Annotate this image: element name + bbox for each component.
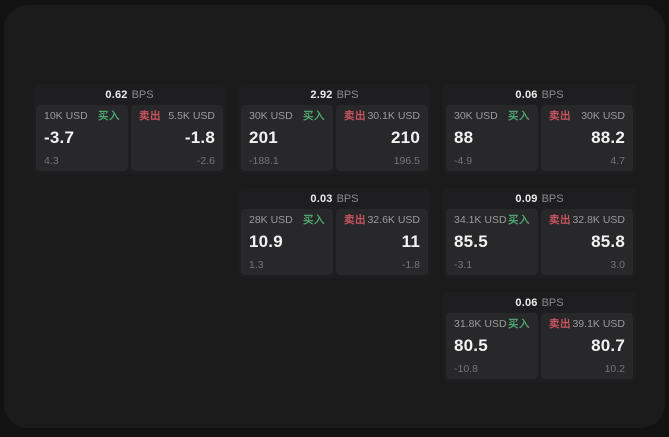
buy-panel[interactable]: 31.8K USD 买入 80.5 -10.8 (446, 313, 538, 379)
buy-price: 201 (249, 128, 278, 148)
buy-size: 30K USD (454, 110, 498, 122)
sell-panel[interactable]: 卖出 32.8K USD 85.8 3.0 (541, 209, 633, 275)
sell-panel[interactable]: 卖出 30.1K USD 210 196.5 (336, 105, 428, 171)
sell-size: 30K USD (581, 110, 625, 122)
quote-card: 0.06 BPS 31.8K USD 买入 80.5 -10.8 卖出 39.1… (443, 292, 636, 382)
sell-label: 卖出 (139, 110, 161, 122)
sell-price: 80.7 (591, 336, 625, 356)
buy-delta: -10.8 (454, 362, 478, 375)
buy-panel[interactable]: 34.1K USD 买入 85.5 -3.1 (446, 209, 538, 275)
bps-value: 0.03 (310, 192, 333, 205)
quote-card: 0.03 BPS 28K USD 买入 10.9 1.3 卖出 32.6K US… (238, 188, 431, 278)
buy-size: 10K USD (44, 110, 88, 122)
sell-label: 卖出 (549, 214, 571, 226)
buy-size: 28K USD (249, 214, 293, 226)
bps-value: 0.09 (515, 192, 538, 205)
panels: 30K USD 买入 88 -4.9 卖出 30K USD 88.2 4.7 (443, 105, 636, 174)
buy-size: 34.1K USD (454, 214, 507, 226)
sell-size: 32.8K USD (572, 214, 625, 226)
quote-card: 0.06 BPS 30K USD 买入 88 -4.9 卖出 30K USD 8… (443, 84, 636, 174)
sell-size: 5.5K USD (168, 110, 215, 122)
panels: 10K USD 买入 -3.7 4.3 卖出 5.5K USD -1.8 -2.… (33, 105, 226, 174)
card-header: 0.09 BPS (443, 188, 636, 209)
sell-size: 32.6K USD (367, 214, 420, 226)
card-header: 0.62 BPS (33, 84, 226, 105)
panels: 30K USD 买入 201 -188.1 卖出 30.1K USD 210 1… (238, 105, 431, 174)
sell-label: 卖出 (344, 214, 366, 226)
sell-delta: -1.8 (401, 258, 420, 271)
buy-delta: -4.9 (454, 154, 473, 167)
sell-size: 30.1K USD (367, 110, 420, 122)
sell-delta: 3.0 (610, 258, 625, 271)
sell-price: -1.8 (184, 128, 215, 148)
sell-label: 卖出 (549, 110, 571, 122)
sell-panel[interactable]: 卖出 32.6K USD 11 -1.8 (336, 209, 428, 275)
buy-panel[interactable]: 28K USD 买入 10.9 1.3 (241, 209, 333, 275)
buy-delta: -3.1 (454, 258, 473, 271)
buy-delta: -188.1 (249, 154, 279, 167)
bps-unit: BPS (541, 192, 564, 205)
buy-price: 10.9 (249, 232, 283, 252)
buy-delta: 4.3 (44, 154, 59, 167)
sell-delta: 196.5 (393, 154, 420, 167)
sell-panel[interactable]: 卖出 5.5K USD -1.8 -2.6 (131, 105, 223, 171)
buy-price: 88 (454, 128, 474, 148)
bps-unit: BPS (131, 88, 154, 101)
card-header: 0.06 BPS (443, 292, 636, 313)
sell-delta: 4.7 (610, 154, 625, 167)
buy-price: 80.5 (454, 336, 488, 356)
sell-label: 卖出 (549, 318, 571, 330)
buy-label: 买入 (508, 110, 530, 122)
sell-label: 卖出 (344, 110, 366, 122)
panels: 34.1K USD 买入 85.5 -3.1 卖出 32.8K USD 85.8… (443, 209, 636, 278)
buy-size: 30K USD (249, 110, 293, 122)
buy-label: 买入 (303, 214, 325, 226)
bps-value: 0.06 (515, 88, 538, 101)
sell-delta: 10.2 (604, 362, 625, 375)
bps-unit: BPS (336, 88, 359, 101)
quote-card: 0.09 BPS 34.1K USD 买入 85.5 -3.1 卖出 32.8K… (443, 188, 636, 278)
sell-price: 11 (401, 232, 420, 252)
bps-value: 0.62 (105, 88, 128, 101)
quote-card: 2.92 BPS 30K USD 买入 201 -188.1 卖出 30.1K … (238, 84, 431, 174)
bps-value: 0.06 (515, 296, 538, 309)
buy-panel[interactable]: 30K USD 买入 201 -188.1 (241, 105, 333, 171)
buy-delta: 1.3 (249, 258, 264, 271)
buy-price: 85.5 (454, 232, 488, 252)
sell-price: 210 (391, 128, 420, 148)
sell-panel[interactable]: 卖出 30K USD 88.2 4.7 (541, 105, 633, 171)
sell-size: 39.1K USD (572, 318, 625, 330)
buy-size: 31.8K USD (454, 318, 507, 330)
sell-price: 85.8 (591, 232, 625, 252)
bps-value: 2.92 (310, 88, 333, 101)
buy-label: 买入 (508, 318, 530, 330)
card-header: 0.03 BPS (238, 188, 431, 209)
quote-card: 0.62 BPS 10K USD 买入 -3.7 4.3 卖出 5.5K USD… (33, 84, 226, 174)
card-header: 0.06 BPS (443, 84, 636, 105)
sell-price: 88.2 (591, 128, 625, 148)
buy-price: -3.7 (44, 128, 75, 148)
buy-label: 买入 (303, 110, 325, 122)
bps-unit: BPS (336, 192, 359, 205)
buy-panel[interactable]: 30K USD 买入 88 -4.9 (446, 105, 538, 171)
buy-label: 买入 (98, 110, 120, 122)
panels: 28K USD 买入 10.9 1.3 卖出 32.6K USD 11 -1.8 (238, 209, 431, 278)
sell-panel[interactable]: 卖出 39.1K USD 80.7 10.2 (541, 313, 633, 379)
sell-delta: -2.6 (196, 154, 215, 167)
bps-unit: BPS (541, 296, 564, 309)
card-header: 2.92 BPS (238, 84, 431, 105)
bps-unit: BPS (541, 88, 564, 101)
buy-panel[interactable]: 10K USD 买入 -3.7 4.3 (36, 105, 128, 171)
panels: 31.8K USD 买入 80.5 -10.8 卖出 39.1K USD 80.… (443, 313, 636, 382)
quote-card-grid: 0.62 BPS 10K USD 买入 -3.7 4.3 卖出 5.5K USD… (33, 84, 636, 382)
buy-label: 买入 (508, 214, 530, 226)
